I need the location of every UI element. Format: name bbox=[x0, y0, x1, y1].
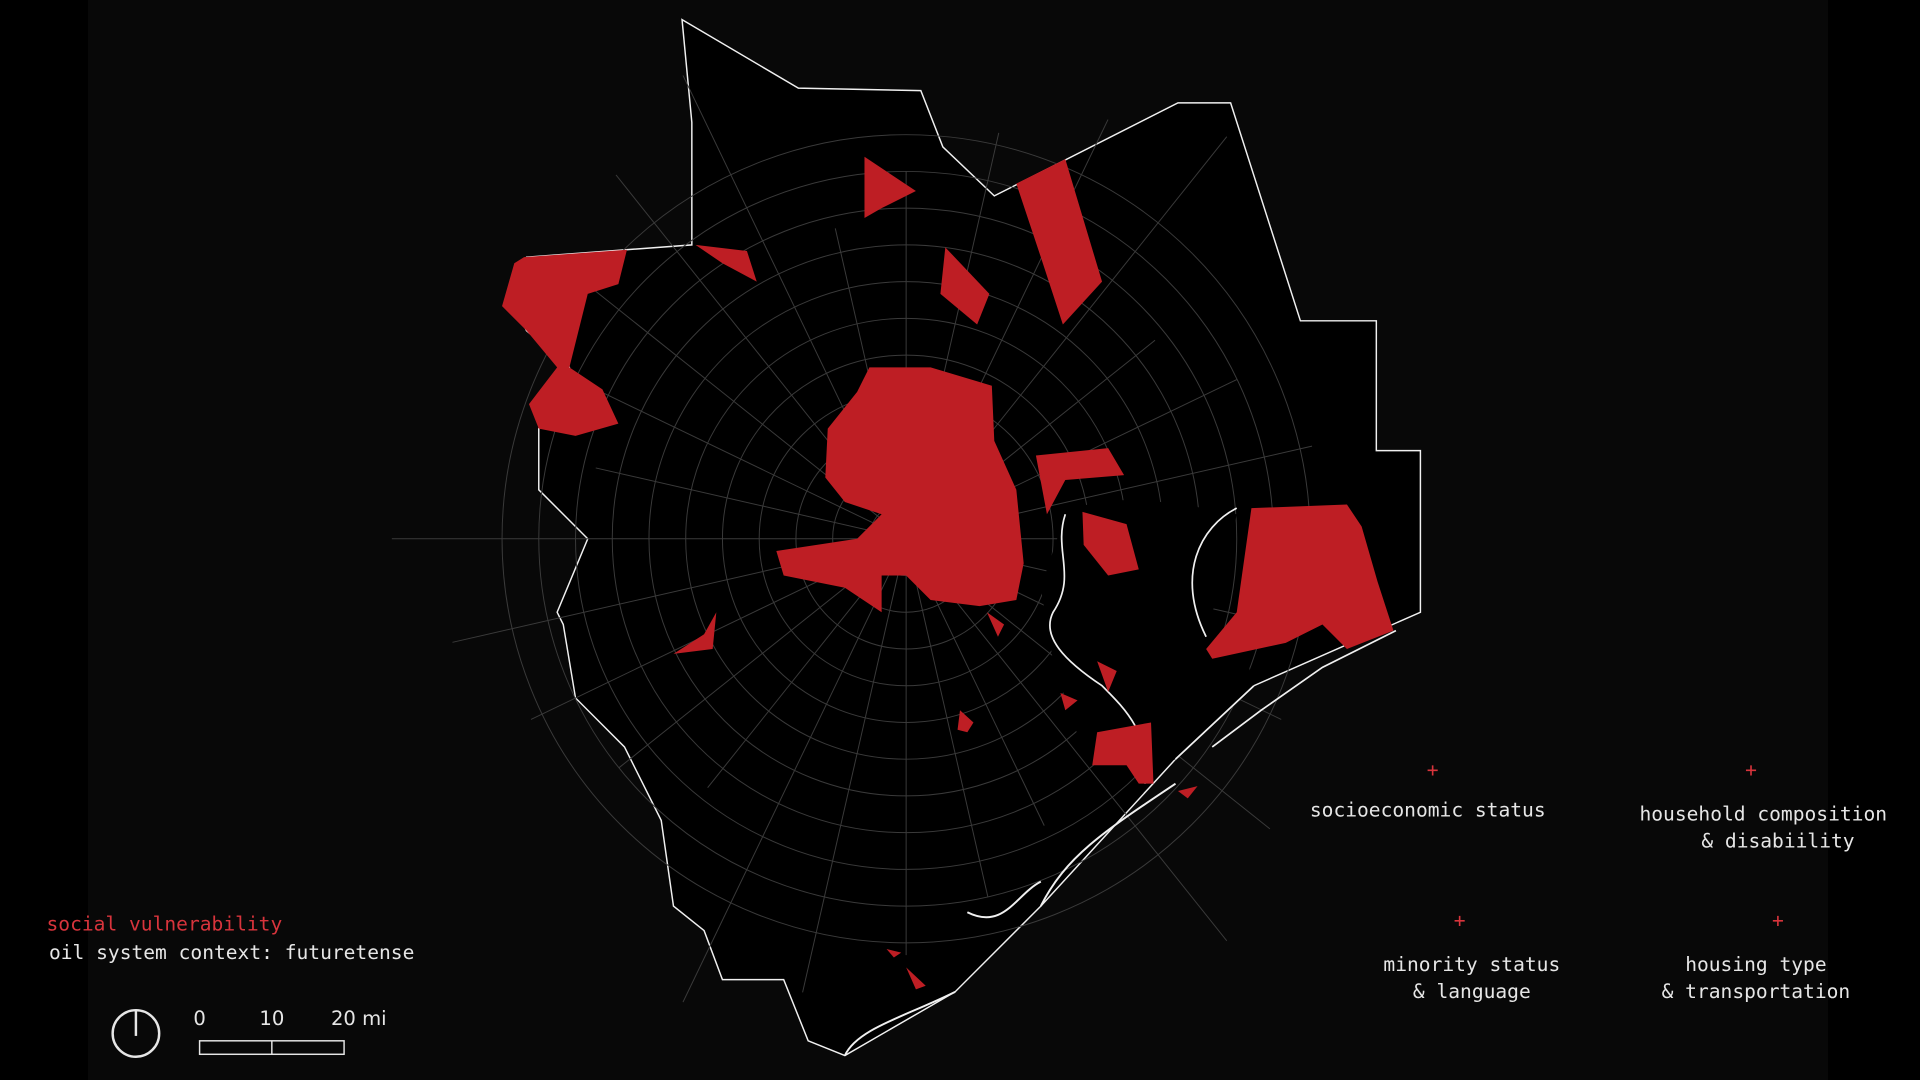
theme-label: housing type bbox=[1685, 953, 1826, 976]
tract-line bbox=[802, 538, 907, 993]
theme-marker: + bbox=[1454, 909, 1466, 932]
theme-marker: + bbox=[1772, 909, 1784, 932]
theme-marker: + bbox=[1745, 758, 1757, 781]
theme-marker: + bbox=[1427, 758, 1439, 781]
theme-household: + household composition & disabiility bbox=[1639, 758, 1887, 852]
tract-line bbox=[575, 207, 1238, 870]
north-arrow-icon bbox=[111, 1008, 161, 1058]
tract-line bbox=[595, 467, 907, 540]
theme-label: & transportation bbox=[1662, 980, 1851, 1003]
vulnerable-tracts bbox=[502, 156, 1394, 990]
theme-minority: + minority status & language bbox=[1383, 909, 1560, 1003]
theme-label: & language bbox=[1413, 980, 1531, 1003]
scale-bar: 0 10 20 mi bbox=[193, 1007, 387, 1056]
theme-label: socioeconomic status bbox=[1310, 799, 1546, 822]
scale-tick-0: 0 bbox=[193, 1007, 205, 1030]
theme-label: household composition bbox=[1639, 802, 1887, 825]
theme-socioeconomic: + socioeconomic status bbox=[1310, 758, 1546, 821]
scale-tick-20: 20 mi bbox=[331, 1007, 387, 1030]
theme-label: minority status bbox=[1383, 953, 1560, 976]
scale-tick-10: 10 bbox=[259, 1007, 284, 1030]
legend-subtitle: oil system context: futuretense bbox=[49, 941, 414, 964]
legend-title: social vulnerability bbox=[47, 913, 283, 936]
theme-label: & disabiility bbox=[1701, 829, 1854, 852]
bay-water bbox=[844, 500, 1397, 1056]
theme-housing: + housing type & transportation bbox=[1662, 909, 1851, 1003]
